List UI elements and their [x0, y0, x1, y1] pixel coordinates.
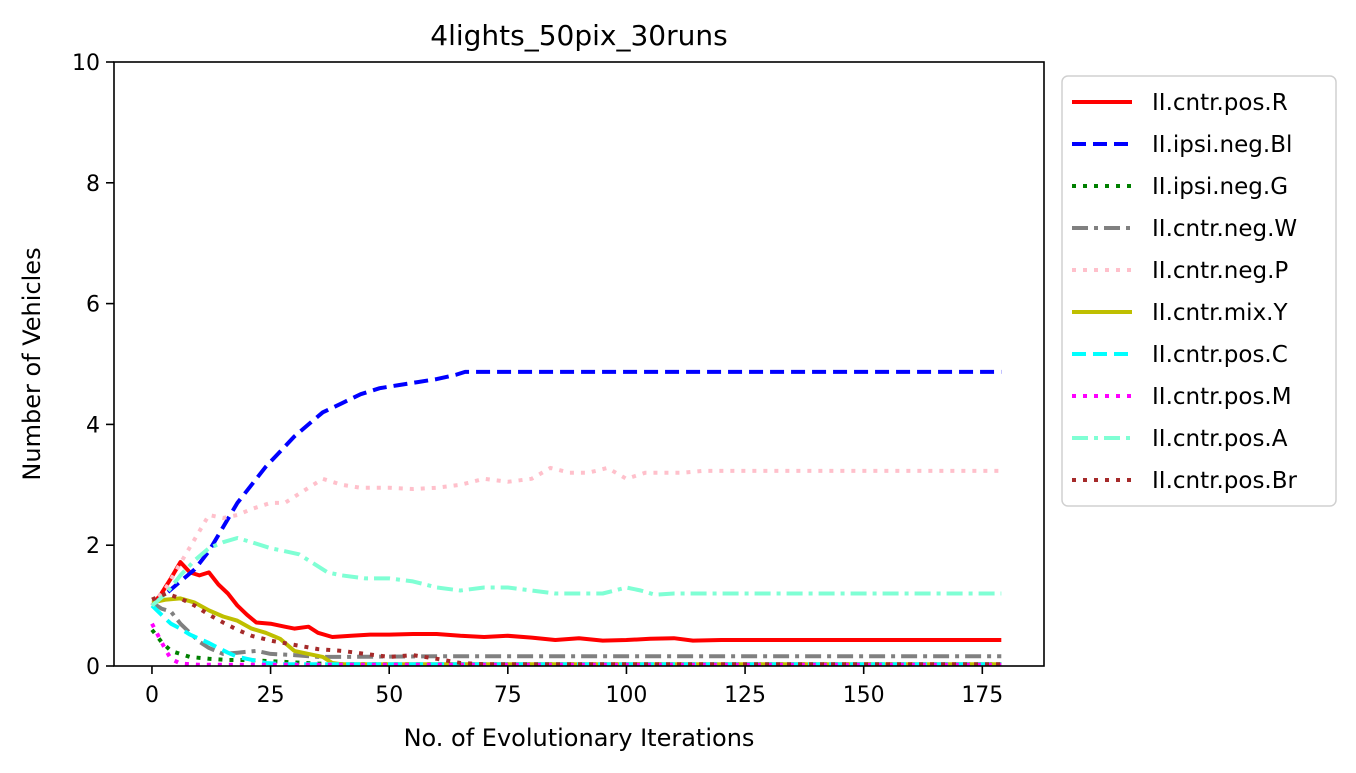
series-line-8 [150, 536, 1002, 608]
legend-label-2: II.ipsi.neg.G [1152, 174, 1288, 200]
y-tick-label: 10 [72, 51, 100, 76]
series-line-4 [150, 465, 1002, 607]
x-tick-label: 175 [961, 683, 1003, 708]
legend-label-9: II.cntr.pos.Br [1152, 468, 1298, 494]
x-axis-label: No. of Evolutionary Iterations [404, 724, 755, 752]
series-line-1 [150, 369, 1002, 608]
x-tick-label: 75 [494, 683, 522, 708]
legend-box [1061, 75, 1337, 507]
series-line-6 [150, 604, 1002, 666]
y-tick-label: 6 [86, 293, 100, 318]
y-tick-label: 8 [86, 172, 100, 197]
legend-label-1: II.ipsi.neg.Bl [1152, 132, 1292, 158]
plot-frame [113, 61, 1045, 667]
x-tick-label: 125 [724, 683, 766, 708]
legend-label-6: II.cntr.pos.C [1152, 342, 1288, 368]
x-tick-label: 150 [843, 683, 885, 708]
legend-label-4: II.cntr.neg.P [1152, 258, 1288, 284]
legend: II.cntr.pos.R II.ipsi.neg.Bl II.ipsi.neg.G… [1061, 75, 1337, 507]
series-line-3 [150, 600, 1002, 659]
x-axis: 0 25 50 75 100 125 150 175 [145, 666, 1003, 708]
x-tick-label: 0 [145, 683, 159, 708]
y-tick-label: 2 [86, 534, 100, 559]
chart-title: 4lights_50pix_30runs [430, 19, 727, 52]
series-lines [150, 369, 1002, 666]
x-tick-label: 50 [375, 683, 403, 708]
y-tick-label: 0 [86, 655, 100, 680]
legend-label-8: II.cntr.pos.A [1152, 426, 1288, 452]
y-tick-label: 4 [86, 413, 100, 438]
x-tick-label: 25 [257, 683, 285, 708]
legend-label-3: II.cntr.neg.W [1152, 216, 1297, 242]
y-axis: 0 2 4 6 8 10 [72, 51, 114, 680]
series-line-2 [150, 628, 1002, 666]
legend-label-0: II.cntr.pos.R [1152, 90, 1288, 116]
plot-area [113, 61, 1045, 667]
legend-label-5: II.cntr.mix.Y [1152, 300, 1288, 326]
series-line-7 [150, 622, 1002, 666]
legend-label-7: II.cntr.pos.M [1152, 384, 1292, 410]
series-line-0 [150, 560, 1002, 643]
series-line-9 [151, 591, 1002, 666]
y-axis-label: Number of Vehicles [18, 247, 46, 480]
x-tick-label: 100 [605, 683, 647, 708]
